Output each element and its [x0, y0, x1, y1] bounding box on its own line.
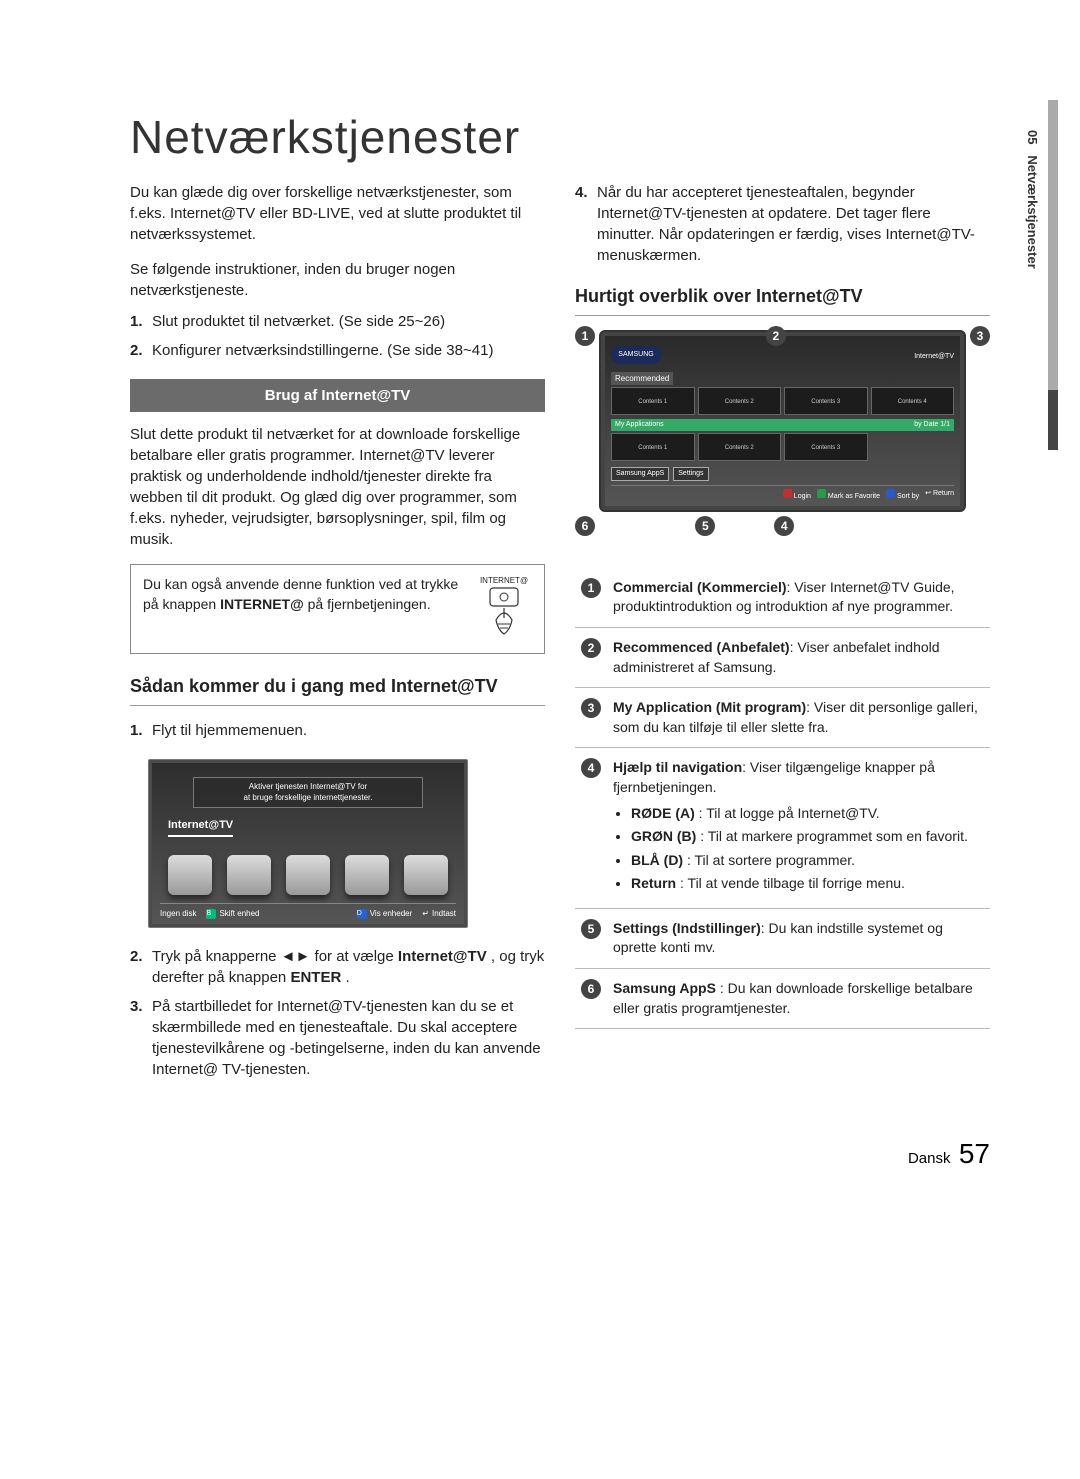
intro-text: Du kan glæde dig over forskellige netvær… [130, 182, 545, 245]
step4: 4.Når du har accepteret tjenesteaftalen,… [575, 182, 990, 266]
step-text: Tryk på knapperne ◄► for at vælge Intern… [152, 946, 545, 988]
d-key-icon [886, 489, 895, 498]
step-num: 1. [130, 311, 152, 332]
ref-text: Hjælp til navigation: Viser tilgængelige… [607, 748, 990, 909]
getting-started-steps-cont: 2. Tryk på knapperne ◄► for at vælge Int… [130, 946, 545, 1080]
myapp-row: Contents 1 Contents 2 Contents 3 [611, 433, 954, 461]
overview-brand: Internet@TV [914, 352, 954, 362]
right-column: 4.Når du har accepteret tjenesteaftalen,… [575, 182, 990, 1098]
reference-table: 1 Commercial (Kommerciel): Viser Interne… [575, 568, 990, 1030]
callout-2: 2 [766, 326, 786, 346]
recommended-label: Recommended [611, 372, 673, 385]
ref-num: 1 [581, 578, 601, 598]
app-icon [404, 855, 448, 895]
step-text: Slut produktet til netværket. (Se side 2… [152, 311, 545, 332]
app-icon [345, 855, 389, 895]
page-title: Netværkstjenester [130, 110, 990, 164]
getting-started-steps: 1.Flyt til hjemmemenuen. [130, 720, 545, 741]
side-strip [1048, 100, 1058, 420]
table-row: 4 Hjælp til navigation: Viser tilgængeli… [575, 748, 990, 909]
chapter-label: Netværkstjenester [1025, 155, 1040, 268]
content-tile: Contents 3 [784, 387, 868, 415]
ref-num: 4 [581, 758, 601, 778]
table-row: 1 Commercial (Kommerciel): Viser Interne… [575, 568, 990, 628]
step-text: Konfigurer netværksindstillingerne. (Se … [152, 340, 545, 361]
ref-num: 2 [581, 638, 601, 658]
section-heading: Brug af Internet@TV [130, 379, 545, 412]
callout-1: 1 [575, 326, 595, 346]
return-icon: ↩ [925, 490, 931, 497]
a-key-icon [783, 489, 792, 498]
table-row: 2 Recommenced (Anbefalet): Viser anbefal… [575, 627, 990, 687]
page-number: 57 [959, 1138, 990, 1169]
subheading: Hurtigt overblik over Internet@TV [575, 284, 990, 316]
callout-3: 3 [970, 326, 990, 346]
content-tile: Contents 4 [871, 387, 955, 415]
callout-4: 4 [774, 516, 794, 536]
app-icon [227, 855, 271, 895]
note-box: Du kan også anvende denne funktion ved a… [130, 564, 545, 654]
content-tile: Contents 3 [784, 433, 868, 461]
section-paragraph: Slut dette produkt til netværket for at … [130, 424, 545, 550]
columns: Du kan glæde dig over forskellige netvær… [130, 182, 990, 1098]
enter-icon: ↵ [422, 908, 429, 919]
recommended-row: Contents 1 Contents 2 Contents 3 Content… [611, 387, 954, 415]
screenshot-label: Internet@TV [168, 818, 233, 837]
samsung-logo: SAMSUNG [611, 346, 661, 364]
app-icon [168, 855, 212, 895]
ref-text: Samsung AppS : Du kan downloade forskell… [607, 969, 990, 1029]
ref-text: My Application (Mit program): Viser dit … [607, 688, 990, 748]
overview-footer: Login Mark as Favorite Sort by ↩ Return [611, 485, 954, 502]
table-row: 6 Samsung AppS : Du kan downloade forske… [575, 969, 990, 1029]
table-row: 5 Settings (Indstillinger): Du kan indst… [575, 908, 990, 968]
note-text: Du kan også anvende denne funktion ved a… [143, 575, 466, 614]
ref-num: 3 [581, 698, 601, 718]
left-column: Du kan glæde dig over forskellige netvær… [130, 182, 545, 1098]
step-num: 3. [130, 996, 152, 1080]
table-row: 3 My Application (Mit program): Viser di… [575, 688, 990, 748]
screenshot-message: Aktiver tjenesten Internet@TV for at bru… [193, 777, 424, 808]
ref-num: 5 [581, 919, 601, 939]
overview-buttons: Samsung AppS Settings [611, 467, 954, 481]
app-icon [286, 855, 330, 895]
content-tile: Contents 1 [611, 433, 695, 461]
overview-screen: SAMSUNG Internet@TV Recommended Contents… [599, 330, 966, 512]
b-key-icon [817, 489, 826, 498]
screenshot-icons [160, 855, 456, 895]
screenshot-footer: Ingen disk BSkift enhed DVis enheder ↵In… [160, 903, 456, 919]
foot-disk: Ingen disk [160, 908, 196, 919]
page: 05 Netværkstjenester Netværkstjenester D… [0, 0, 1080, 1230]
content-tile: Contents 2 [698, 433, 782, 461]
page-footer: Dansk 57 [130, 1138, 990, 1170]
step-text: På startbilledet for Internet@TV-tjenest… [152, 996, 545, 1080]
pre-steps: 1.Slut produktet til netværket. (Se side… [130, 311, 545, 361]
ref-text: Settings (Indstillinger): Du kan indstil… [607, 908, 990, 968]
subheading: Sådan kommer du i gang med Internet@TV [130, 674, 545, 706]
content-tile: Contents 2 [698, 387, 782, 415]
d-key-icon: D [357, 909, 367, 919]
b-key-icon: B [206, 909, 216, 919]
step-num: 2. [130, 340, 152, 361]
content-tile: Contents 1 [611, 387, 695, 415]
chapter-number: 05 [1025, 130, 1040, 144]
callout-6: 6 [575, 516, 595, 536]
step-num: 1. [130, 720, 152, 741]
overview-diagram: 1 2 3 SAMSUNG Internet@TV Recommended Co… [575, 330, 990, 512]
preface-text: Se følgende instruktioner, inden du brug… [130, 259, 545, 301]
ref-num: 6 [581, 979, 601, 999]
step-num: 2. [130, 946, 152, 988]
ref-text: Recommenced (Anbefalet): Viser anbefalet… [607, 627, 990, 687]
settings-button: Settings [673, 467, 708, 481]
step-num: 4. [575, 182, 597, 266]
step-text: Flyt til hjemmemenuen. [152, 720, 545, 741]
ref-text: Commercial (Kommerciel): Viser Internet@… [607, 568, 990, 628]
side-tab: 05 Netværkstjenester [1025, 130, 1040, 269]
step-text: Når du har accepteret tjenesteaftalen, b… [597, 182, 990, 266]
samsung-apps-button: Samsung AppS [611, 467, 669, 481]
remote-icon: INTERNET@ [476, 575, 532, 643]
callout-5: 5 [695, 516, 715, 536]
myapp-bar: My Applications by Date 1/1 [611, 419, 954, 431]
home-menu-screenshot: Aktiver tjenesten Internet@TV for at bru… [148, 759, 468, 927]
footer-lang: Dansk [908, 1150, 951, 1167]
